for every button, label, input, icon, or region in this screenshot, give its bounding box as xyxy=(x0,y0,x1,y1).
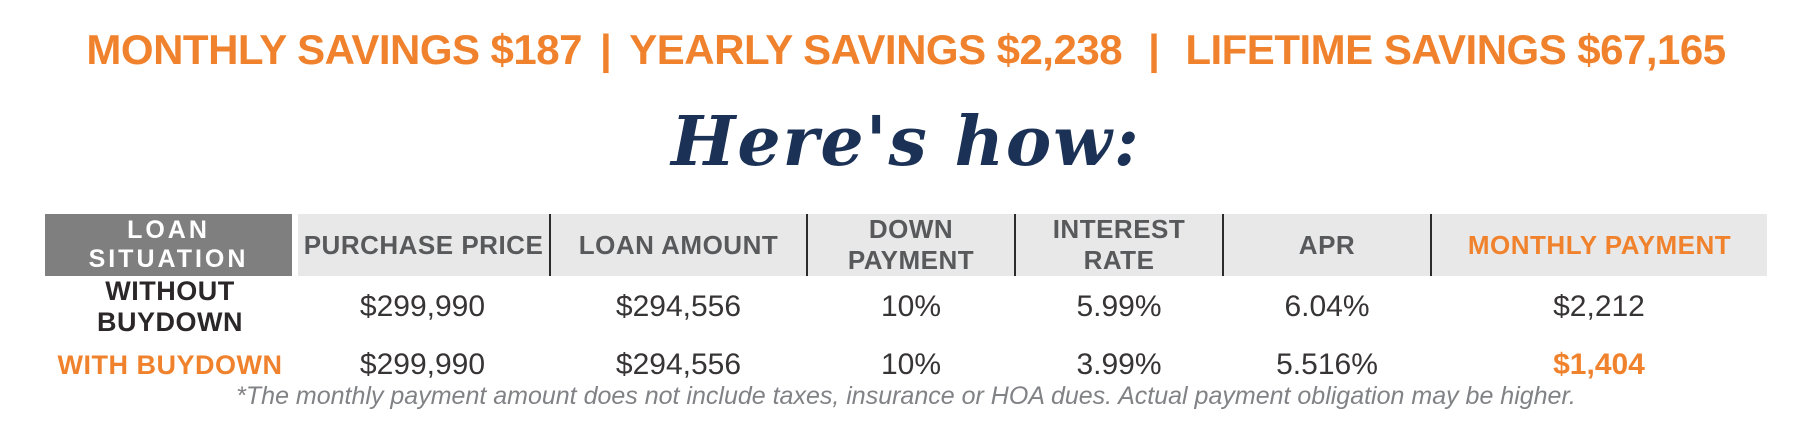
with-interest-rate: 3.99% xyxy=(1076,348,1162,381)
without-loan-amount: $294,556 xyxy=(615,290,742,323)
yearly-savings-value: $2,238 xyxy=(996,26,1123,73)
without-down-payment: 10% xyxy=(880,290,942,323)
lifetime-savings-label: LIFETIME SAVINGS xyxy=(1185,26,1567,73)
col-header-monthly-payment: MONTHLY PAYMENT xyxy=(1430,214,1767,276)
row-label-with-buydown: WITH BUYDOWN xyxy=(57,349,283,380)
monthly-savings-label: MONTHLY SAVINGS xyxy=(86,26,480,73)
lifetime-savings-value: $67,165 xyxy=(1577,26,1726,73)
loan-comparison-table: LOAN SITUATION PURCHASE PRICE LOAN AMOUN… xyxy=(45,214,1767,392)
banner-separator: | xyxy=(1148,26,1160,73)
monthly-savings-value: $187 xyxy=(490,26,583,73)
with-monthly-payment: $1,404 xyxy=(1553,348,1645,381)
with-loan-amount: $294,556 xyxy=(615,348,742,381)
row-label-without-buydown: WITHOUT BUYDOWN xyxy=(97,276,243,337)
without-purchase-price: $299,990 xyxy=(359,290,486,323)
col-header-loan-amount: LOAN AMOUNT xyxy=(549,214,807,276)
with-purchase-price: $299,990 xyxy=(359,348,486,381)
with-apr: 5.516% xyxy=(1276,348,1378,381)
table-row-without-buydown: WITHOUT BUYDOWN $299,990 $294,556 10% 5.… xyxy=(45,276,1767,338)
disclaimer-footnote: *The monthly payment amount does not inc… xyxy=(236,382,1576,410)
comparison-table: LOAN SITUATION PURCHASE PRICE LOAN AMOUN… xyxy=(45,214,1767,392)
with-down-payment: 10% xyxy=(880,348,942,381)
col-header-down-payment: DOWN PAYMENT xyxy=(806,214,1015,276)
banner-separator: | xyxy=(599,26,612,73)
without-monthly-payment: $2,212 xyxy=(1553,290,1645,323)
col-header-loan-situation: LOAN SITUATION xyxy=(45,214,298,276)
without-apr: 6.04% xyxy=(1284,290,1370,323)
heres-how-tagline: Here's how: xyxy=(671,102,1141,182)
yearly-savings-label: YEARLY SAVINGS xyxy=(629,26,986,73)
without-interest-rate: 5.99% xyxy=(1076,290,1162,323)
table-row-with-buydown: WITH BUYDOWN $299,990 $294,556 10% 3.99%… xyxy=(45,338,1767,392)
col-header-interest-rate: INTEREST RATE xyxy=(1014,214,1223,276)
col-header-purchase-price: PURCHASE PRICE xyxy=(295,214,550,276)
table-header-row: LOAN SITUATION PURCHASE PRICE LOAN AMOUN… xyxy=(45,214,1767,276)
savings-banner: MONTHLY SAVINGS $187 | YEARLY SAVINGS $2,238… xyxy=(0,26,1812,74)
col-header-apr: APR xyxy=(1222,214,1431,276)
